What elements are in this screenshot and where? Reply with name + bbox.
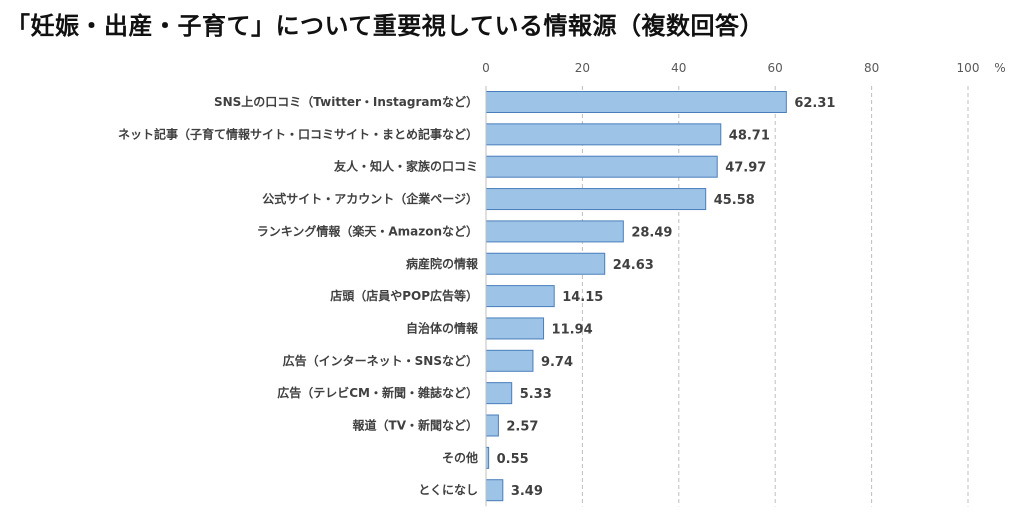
bar <box>485 188 707 211</box>
chart-title: 「妊娠・出産・子育て」について重要視している情報源（複数回答） <box>6 12 765 40</box>
x-axis-unit: % <box>994 61 1005 75</box>
data-label: 11.94 <box>552 322 593 337</box>
x-tick-label: 0 <box>482 61 490 75</box>
bar <box>485 382 513 405</box>
x-axis-ticks: 0 20 40 60 80 100 <box>482 61 979 75</box>
data-label: 0.55 <box>497 452 529 467</box>
category-label: 店頭（店員やPOP広告等） <box>330 288 478 303</box>
x-tick-label: 100 <box>957 61 980 75</box>
gridlines <box>581 86 969 507</box>
category-label: 広告（インターネット・SNSなど） <box>283 353 478 368</box>
bar <box>485 285 555 308</box>
bar <box>485 479 504 502</box>
x-tick-label: 20 <box>575 61 590 75</box>
bar <box>485 220 624 243</box>
data-label: 24.63 <box>613 258 654 273</box>
category-label: 公式サイト・アカウント（企業ページ） <box>262 191 478 206</box>
data-label: 28.49 <box>631 225 672 240</box>
bar <box>485 414 499 437</box>
bars <box>485 91 787 502</box>
category-label: ランキング情報（楽天・Amazonなど） <box>257 223 478 238</box>
x-tick-label: 80 <box>864 61 879 75</box>
category-label: 広告（テレビCM・新聞・雑誌など） <box>277 385 478 400</box>
category-label: 病産院の情報 <box>406 256 479 271</box>
data-label: 62.31 <box>794 96 835 111</box>
data-label: 45.58 <box>714 193 755 208</box>
category-label: SNS上の口コミ（Twitter・Instagramなど） <box>214 94 478 109</box>
category-label: その他 <box>442 450 478 465</box>
data-label: 3.49 <box>511 484 543 499</box>
data-label: 5.33 <box>520 387 552 402</box>
x-tick-label: 40 <box>671 61 686 75</box>
bar <box>485 252 606 275</box>
bar <box>485 123 722 146</box>
bar <box>485 91 787 113</box>
x-tick-label: 60 <box>768 61 783 75</box>
bar <box>485 317 545 340</box>
category-labels: SNS上の口コミ（Twitter・Instagramなど） ネット記事（子育て情報… <box>118 94 479 497</box>
data-labels: 62.31 48.71 47.97 45.58 28.49 24.63 14.15 11.94… <box>497 96 836 499</box>
category-label: とくになし <box>418 483 478 497</box>
bar <box>485 155 718 178</box>
bar <box>485 349 534 372</box>
category-label: 報道（TV・新聞など） <box>353 418 478 433</box>
data-label: 14.15 <box>562 290 603 305</box>
data-label: 48.71 <box>729 128 770 143</box>
data-label: 9.74 <box>541 355 573 370</box>
data-label: 47.97 <box>725 161 766 176</box>
data-label: 2.57 <box>506 420 538 435</box>
category-label: 友人・知人・家族の口コミ <box>333 159 478 174</box>
category-label: 自治体の情報 <box>406 320 479 335</box>
category-label: ネット記事（子育て情報サイト・口コミサイト・まとめ記事など） <box>118 126 478 141</box>
